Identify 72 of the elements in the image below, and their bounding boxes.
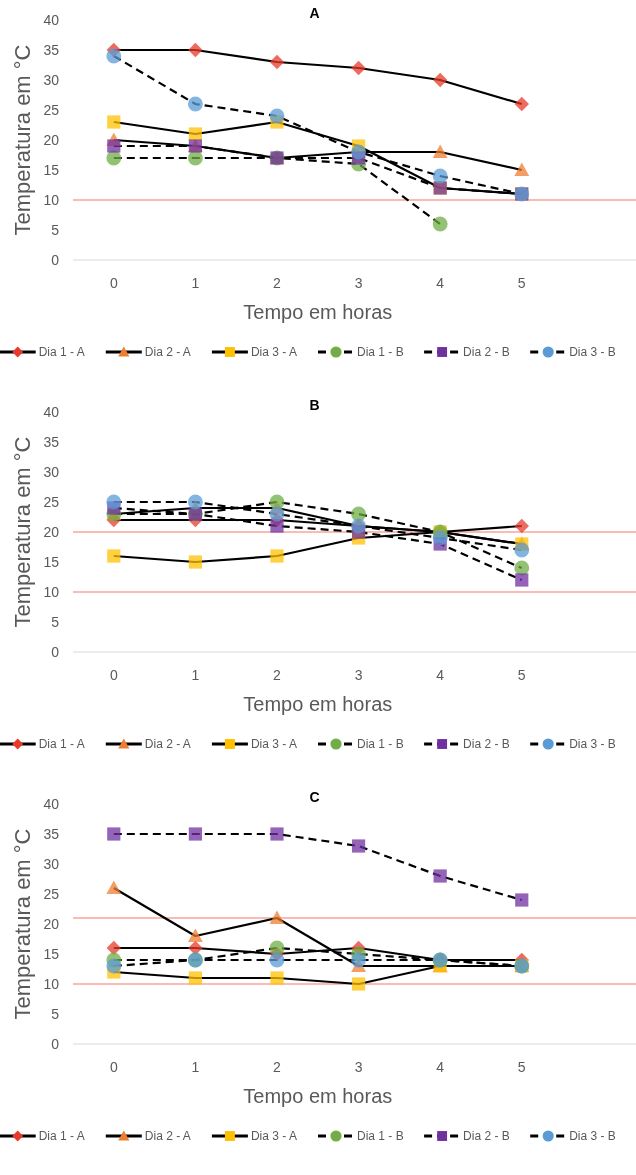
y-tick-label: 20	[43, 131, 60, 148]
y-axis-title: Temperatura em °C	[10, 828, 35, 1020]
x-tick-label: 2	[273, 1059, 282, 1075]
chart-title: A	[309, 5, 320, 21]
y-tick-label: 25	[43, 493, 60, 510]
legend-label: Dia 2 - A	[144, 737, 191, 752]
legend-label: Dia 2 - B	[463, 1129, 510, 1144]
y-tick-label: 35	[43, 41, 60, 58]
y-tick-label: 0	[51, 1035, 60, 1052]
legend-label: Dia 3 - A	[250, 1129, 297, 1144]
legend-label: Dia 1 - B	[357, 1129, 404, 1144]
y-tick-label: 20	[43, 915, 60, 932]
x-axis-title: Tempo em horas	[243, 301, 393, 323]
y-axis-title: Temperatura em °C	[10, 44, 35, 236]
x-tick-label: 5	[517, 275, 526, 291]
legend-label: Dia 1 - B	[357, 345, 404, 360]
y-tick-label: 0	[51, 643, 60, 660]
chart-title: C	[309, 789, 320, 805]
y-tick-label: 5	[51, 221, 60, 238]
x-tick-label: 1	[191, 667, 200, 683]
y-tick-label: 30	[43, 855, 60, 872]
y-tick-label: 35	[43, 433, 60, 450]
legend-label: Dia 1 - A	[38, 737, 85, 752]
y-tick-label: 35	[43, 825, 60, 842]
x-tick-label: 1	[191, 275, 200, 291]
y-axis-title: Temperatura em °C	[10, 436, 35, 628]
x-tick-label: 4	[436, 275, 445, 291]
y-tick-label: 0	[51, 251, 60, 268]
x-tick-label: 5	[517, 1059, 526, 1075]
x-tick-label: 4	[436, 1059, 445, 1075]
y-tick-label: 15	[43, 161, 60, 178]
y-tick-label: 5	[51, 613, 60, 630]
x-tick-label: 2	[273, 667, 282, 683]
legend-label: Dia 3 - A	[250, 737, 297, 752]
x-tick-label: 4	[436, 667, 445, 683]
x-tick-label: 2	[273, 275, 282, 291]
y-tick-label: 30	[43, 463, 60, 480]
x-tick-label: 5	[517, 667, 526, 683]
legend-label: Dia 1 - B	[357, 737, 404, 752]
x-tick-label: 3	[354, 275, 363, 291]
x-tick-label: 1	[191, 1059, 200, 1075]
y-tick-label: 25	[43, 885, 60, 902]
x-tick-label: 3	[354, 1059, 363, 1075]
legend-label: Dia 2 - B	[463, 737, 510, 752]
y-tick-label: 10	[43, 975, 60, 992]
legend-label: Dia 3 - B	[569, 1129, 616, 1144]
y-tick-label: 15	[43, 553, 60, 570]
legend-label: Dia 3 - B	[569, 737, 616, 752]
legend-label: Dia 1 - A	[38, 345, 85, 360]
y-tick-label: 40	[43, 11, 60, 28]
legend-label: Dia 2 - A	[144, 345, 191, 360]
y-tick-label: 40	[43, 403, 60, 420]
x-tick-label: 0	[109, 1059, 118, 1075]
y-tick-label: 30	[43, 71, 60, 88]
y-tick-label: 25	[43, 101, 60, 118]
y-tick-label: 10	[43, 583, 60, 600]
legend-label: Dia 2 - B	[463, 345, 510, 360]
x-axis-title: Tempo em horas	[243, 1085, 393, 1107]
x-axis-title: Tempo em horas	[243, 693, 393, 715]
x-tick-label: 0	[109, 667, 118, 683]
legend-label: Dia 3 - B	[569, 345, 616, 360]
legend-label: Dia 3 - A	[250, 345, 297, 360]
x-tick-label: 3	[354, 667, 363, 683]
y-tick-label: 15	[43, 945, 60, 962]
chart-title: B	[309, 397, 320, 413]
y-tick-label: 10	[43, 191, 60, 208]
x-tick-label: 0	[109, 275, 118, 291]
legend-label: Dia 2 - A	[144, 1129, 191, 1144]
legend-label: Dia 1 - A	[38, 1129, 85, 1144]
y-tick-label: 20	[43, 523, 60, 540]
y-tick-label: 40	[43, 795, 60, 812]
y-tick-label: 5	[51, 1005, 60, 1022]
